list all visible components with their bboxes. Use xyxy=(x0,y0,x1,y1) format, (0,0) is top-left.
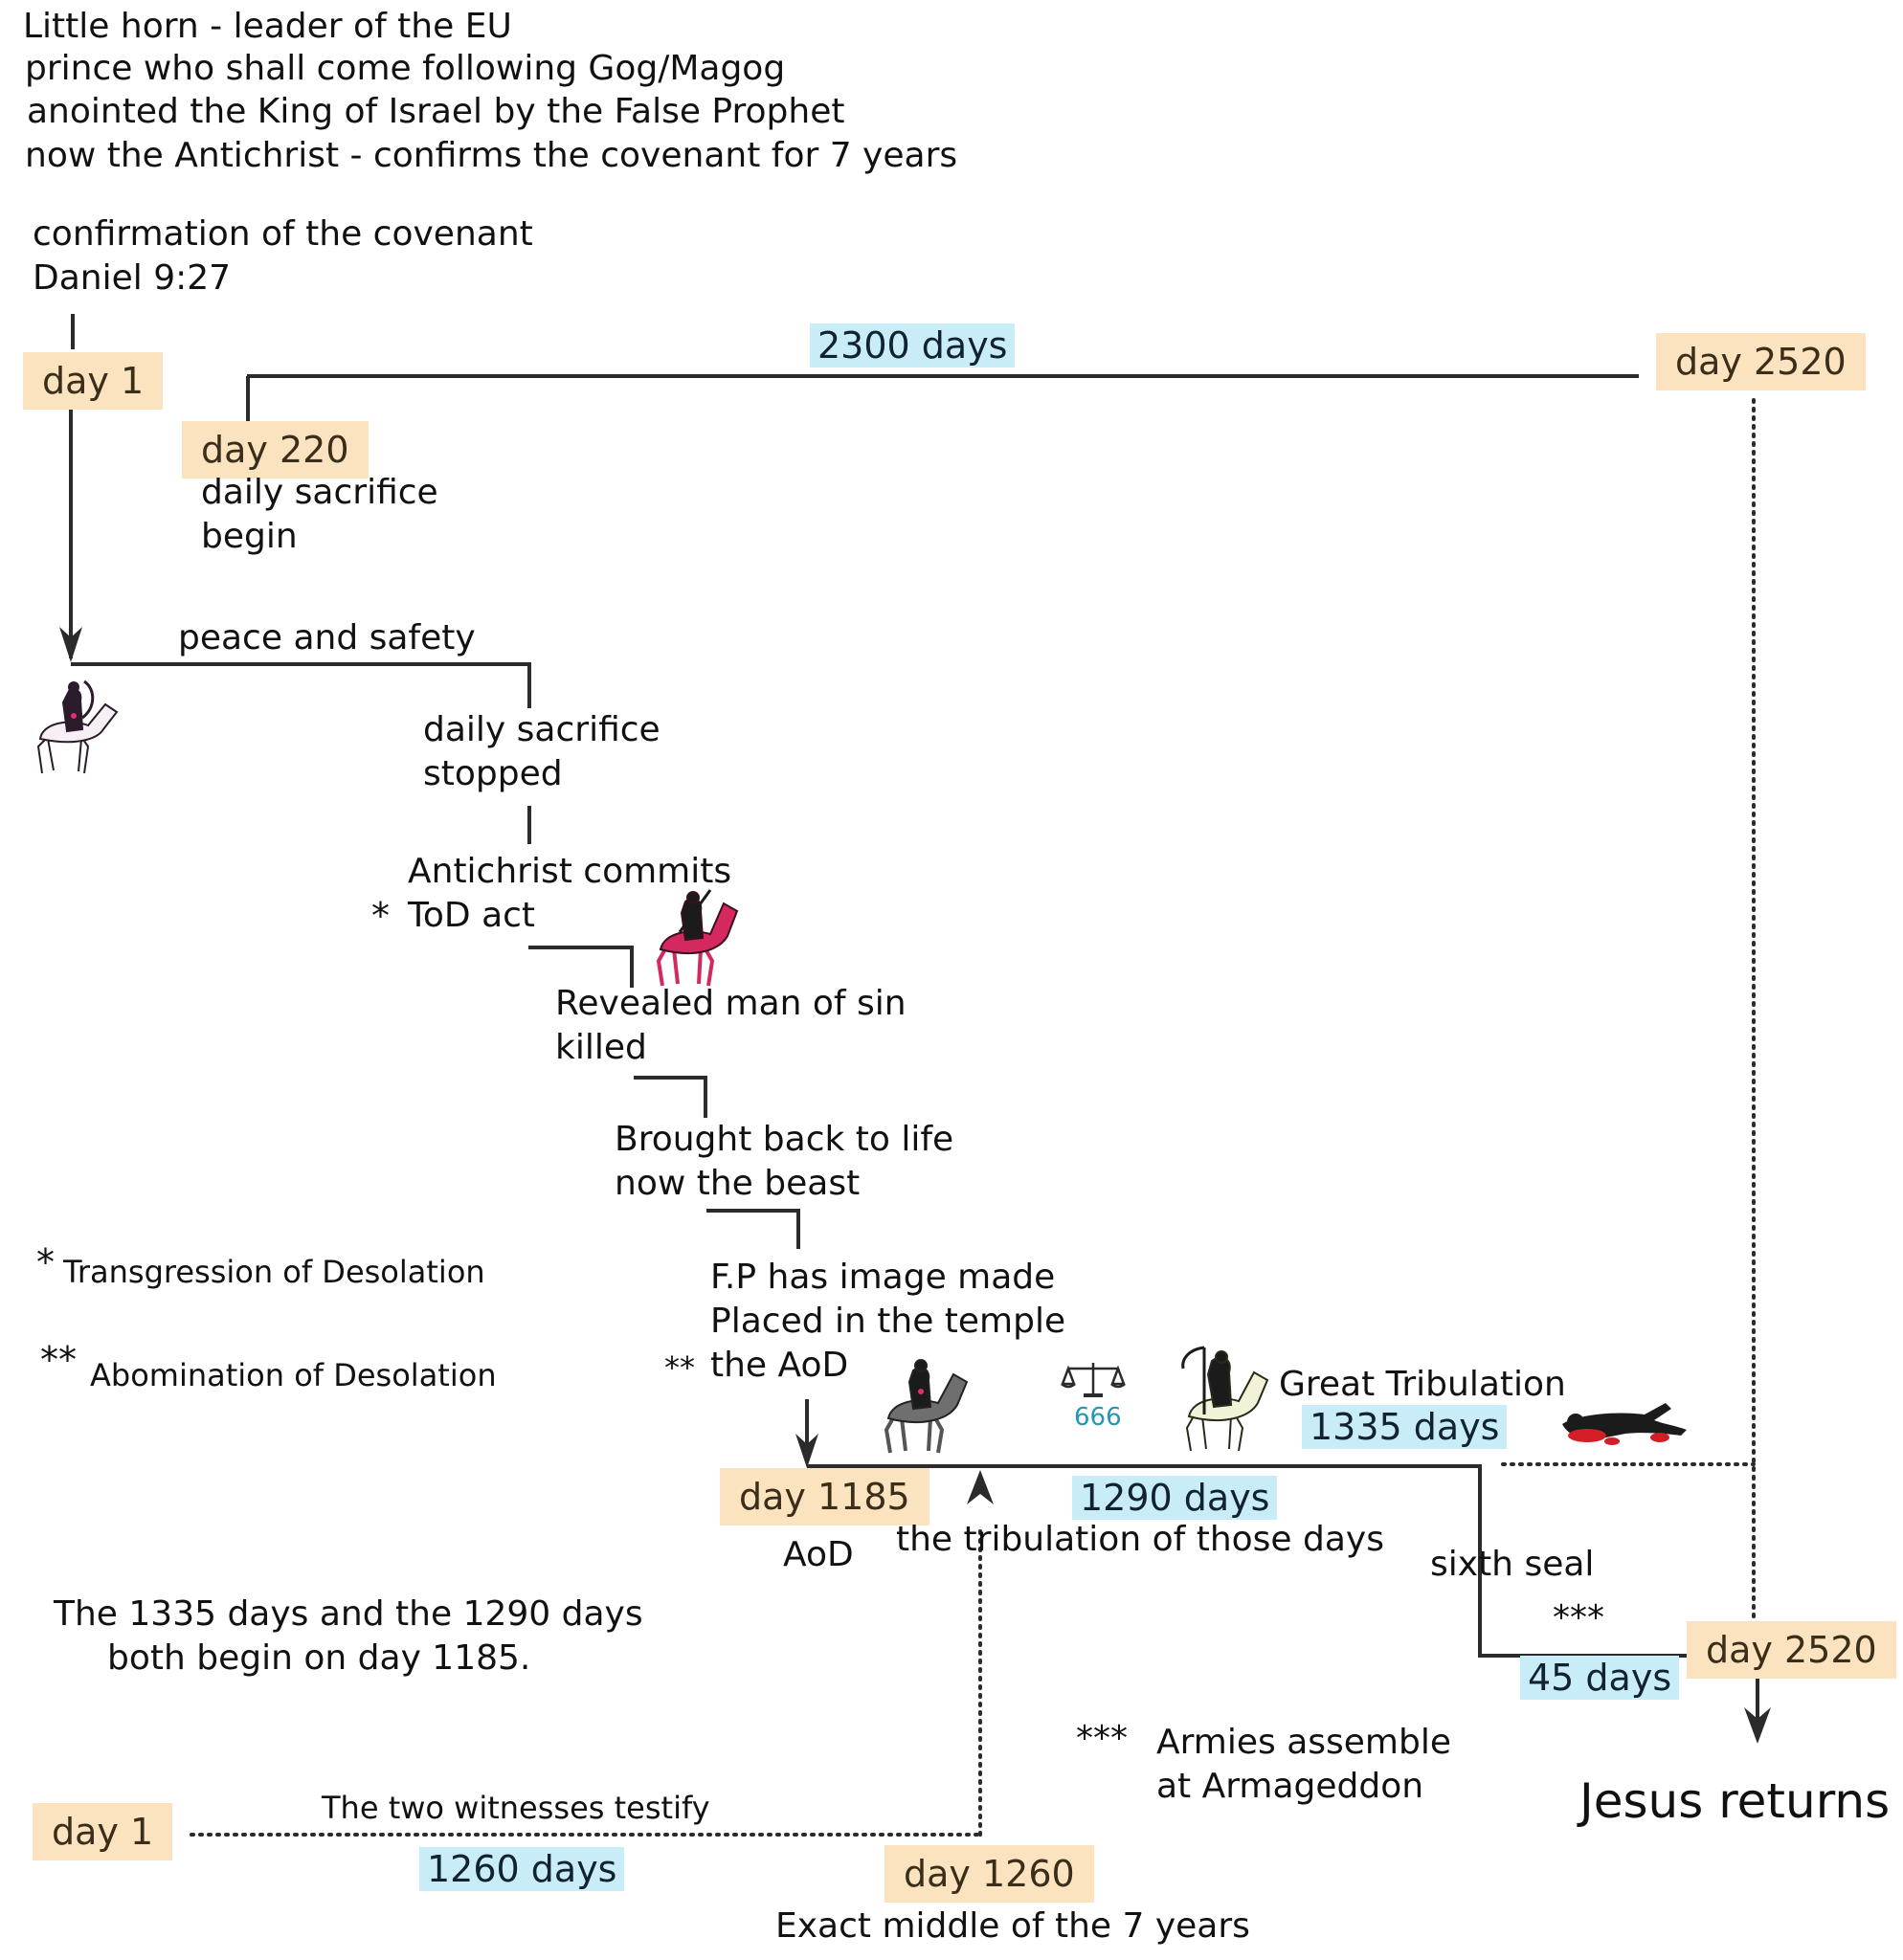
three-asterisk-marker: *** xyxy=(1553,1598,1604,1637)
duration-45-days: 45 days xyxy=(1520,1656,1680,1700)
aod-note-asterisk: ** xyxy=(40,1339,77,1381)
day1260-arrowhead xyxy=(967,1470,994,1504)
tod-note-asterisk: * xyxy=(36,1241,55,1283)
daily-sacrifice-begin-2: begin xyxy=(201,517,298,556)
jesus-returns-label: Jesus returns xyxy=(1579,1773,1891,1829)
great-tribulation-label: Great Tribulation xyxy=(1279,1365,1566,1404)
red-horse-rider-icon xyxy=(656,889,739,987)
fp-image-3: the AoD xyxy=(710,1346,849,1385)
aod-double-asterisk: ** xyxy=(664,1349,695,1386)
both-begin-note-1: The 1335 days and the 1290 days xyxy=(54,1594,643,1634)
aod-note: Abomination of Desolation xyxy=(90,1357,497,1393)
revealed-man-of-sin-2: killed xyxy=(555,1028,647,1067)
aod-label: AoD xyxy=(783,1535,854,1574)
step-revealed xyxy=(528,946,634,988)
day-1260-label: day 1260 xyxy=(884,1845,1094,1903)
two-witnesses-label: The two witnesses testify xyxy=(322,1790,710,1826)
duration-1335-days: 1335 days xyxy=(1302,1405,1508,1449)
aod-arrowhead xyxy=(795,1434,818,1468)
daily-sacrifice-begin-1: daily sacrifice xyxy=(201,473,438,512)
armies-note-asterisks: *** xyxy=(1076,1719,1128,1758)
duration-2300-days: 2300 days xyxy=(810,323,1016,368)
pale-horse-rider-icon xyxy=(1181,1346,1269,1452)
antichrist-commits-2: ToD act xyxy=(408,896,536,935)
tod-note: Transgression of Desolation xyxy=(63,1254,485,1290)
confirmation-reference: Daniel 9:27 xyxy=(33,258,232,298)
black-horse-rider-icon xyxy=(884,1359,969,1454)
tribulation-of-those-days: the tribulation of those days xyxy=(896,1520,1384,1559)
antichrist-commits-1: Antichrist commits xyxy=(408,852,732,891)
scales-icon xyxy=(1061,1363,1126,1397)
sixth-seal-label: sixth seal xyxy=(1430,1545,1595,1584)
day-1185-label: day 1185 xyxy=(720,1468,929,1526)
revealed-man-of-sin-1: Revealed man of sin xyxy=(555,984,907,1023)
step-fp-image xyxy=(706,1209,800,1249)
mark-666: 666 xyxy=(1074,1403,1122,1432)
confirmation-label: confirmation of the covenant xyxy=(33,214,533,254)
both-begin-note-2: both begin on day 1185. xyxy=(107,1638,531,1678)
tod-asterisk: * xyxy=(371,895,390,937)
day-220-label: day 220 xyxy=(182,421,369,479)
duration-1290-days: 1290 days xyxy=(1072,1476,1278,1520)
fp-image-2: Placed in the temple xyxy=(710,1302,1066,1341)
slain-figure-icon xyxy=(1562,1403,1687,1445)
armies-note-1: Armies assemble xyxy=(1156,1723,1452,1762)
daily-sacrifice-stopped-2: stopped xyxy=(423,754,563,793)
fp-image-1: F.P has image made xyxy=(710,1258,1056,1297)
step-brought-back xyxy=(634,1076,707,1118)
armies-note-2: at Armageddon xyxy=(1156,1767,1424,1806)
brought-back-to-life-2: now the beast xyxy=(615,1164,861,1203)
day-2520-bottom-label: day 2520 xyxy=(1687,1621,1896,1679)
peace-and-safety-label: peace and safety xyxy=(178,618,476,657)
header-line-4: now the Antichrist - confirms the covena… xyxy=(25,136,958,175)
header-line-3: anointed the King of Israel by the False… xyxy=(27,92,845,131)
day-1-bottom-label: day 1 xyxy=(33,1803,173,1860)
day1-arrowhead xyxy=(59,627,82,662)
exact-middle-label: Exact middle of the 7 years xyxy=(775,1906,1250,1946)
duration-1260-days: 1260 days xyxy=(419,1847,625,1891)
day-1-top-label: day 1 xyxy=(23,352,164,410)
day-2520-top-label: day 2520 xyxy=(1656,333,1866,390)
white-horse-rider-icon xyxy=(36,679,119,774)
jesus-arrowhead xyxy=(1744,1707,1771,1744)
daily-sacrifice-stopped-1: daily sacrifice xyxy=(423,710,660,749)
header-line-2: prince who shall come following Gog/Mago… xyxy=(25,49,786,88)
header-line-1: Little horn - leader of the EU xyxy=(23,7,512,46)
brought-back-to-life-1: Brought back to life xyxy=(615,1120,954,1159)
